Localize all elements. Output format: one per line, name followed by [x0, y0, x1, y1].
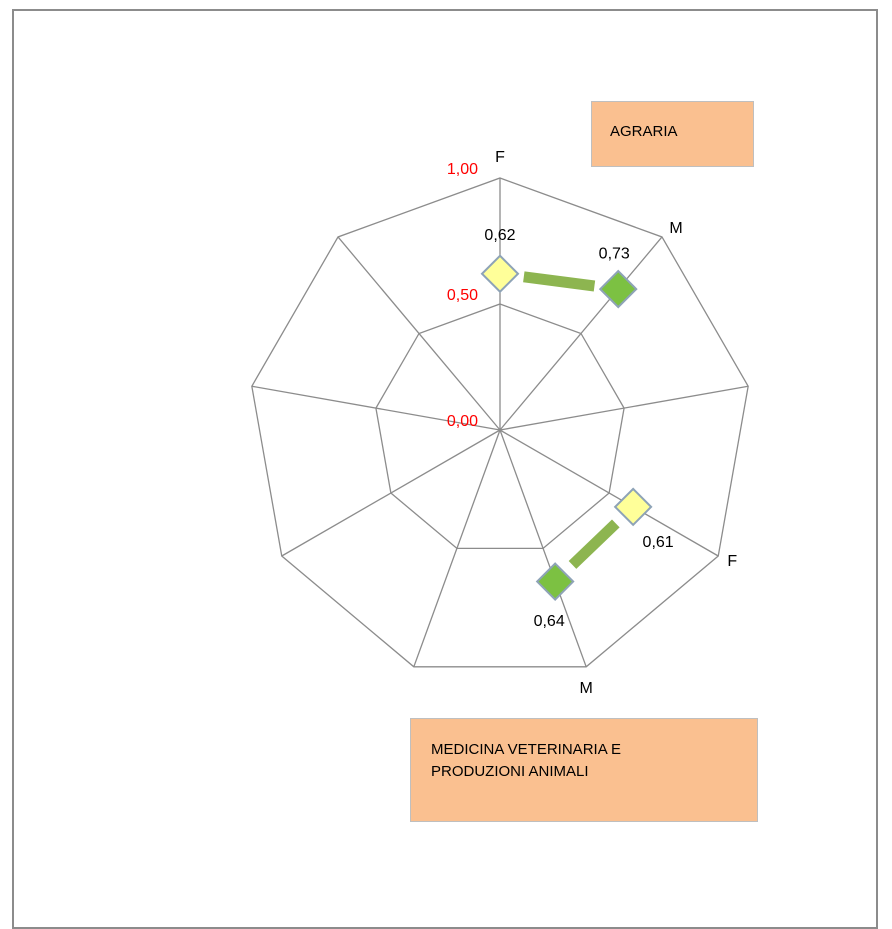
- scale-labels: 1,00 0,50 0,00: [447, 161, 478, 430]
- scale-label: 1,00: [447, 161, 478, 178]
- data-label: 0,61: [643, 534, 674, 551]
- grid-spoke: [499, 429, 719, 557]
- axis-labels: F M F M: [495, 149, 737, 697]
- scale-label: 0,50: [447, 287, 478, 304]
- axis-label: F: [727, 553, 737, 570]
- grid-spoke: [337, 236, 501, 431]
- grid-spoke: [499, 236, 663, 431]
- scale-label: 0,00: [447, 413, 478, 430]
- group-label-medicina-veterinaria: MEDICINA VETERINARIA E PRODUZIONI ANIMAL…: [410, 718, 758, 822]
- connector-bar: [523, 271, 596, 292]
- group-label-line-2: PRODUZIONI ANIMALI: [431, 763, 589, 780]
- grid-spoke: [413, 429, 501, 668]
- connector-bar: [568, 519, 620, 569]
- grid-ring-0: [251, 177, 749, 668]
- data-label: 0,64: [534, 613, 565, 630]
- group-label-line-1: MEDICINA VETERINARIA E: [431, 741, 622, 758]
- data-point-f: [480, 254, 520, 294]
- data-label: 0,62: [484, 227, 515, 244]
- group-label-agraria: AGRARIA: [591, 101, 754, 167]
- data-marks: 0,62 0,73 0,61 0,64: [480, 227, 674, 630]
- grid-spoke: [499, 429, 587, 668]
- radar-grid: [251, 177, 749, 668]
- grid-spoke: [251, 385, 501, 431]
- data-point-m: [598, 269, 638, 309]
- grid-spoke: [499, 385, 749, 431]
- data-point-m: [535, 562, 575, 601]
- grid-spoke: [281, 429, 501, 557]
- data-point-f: [613, 487, 653, 527]
- group-label-text: AGRARIA: [610, 123, 678, 140]
- axis-label: M: [669, 220, 682, 237]
- grid-ring-1: [375, 303, 625, 550]
- axis-label: M: [580, 680, 593, 697]
- data-label: 0,73: [599, 245, 630, 262]
- axis-label: F: [495, 149, 505, 166]
